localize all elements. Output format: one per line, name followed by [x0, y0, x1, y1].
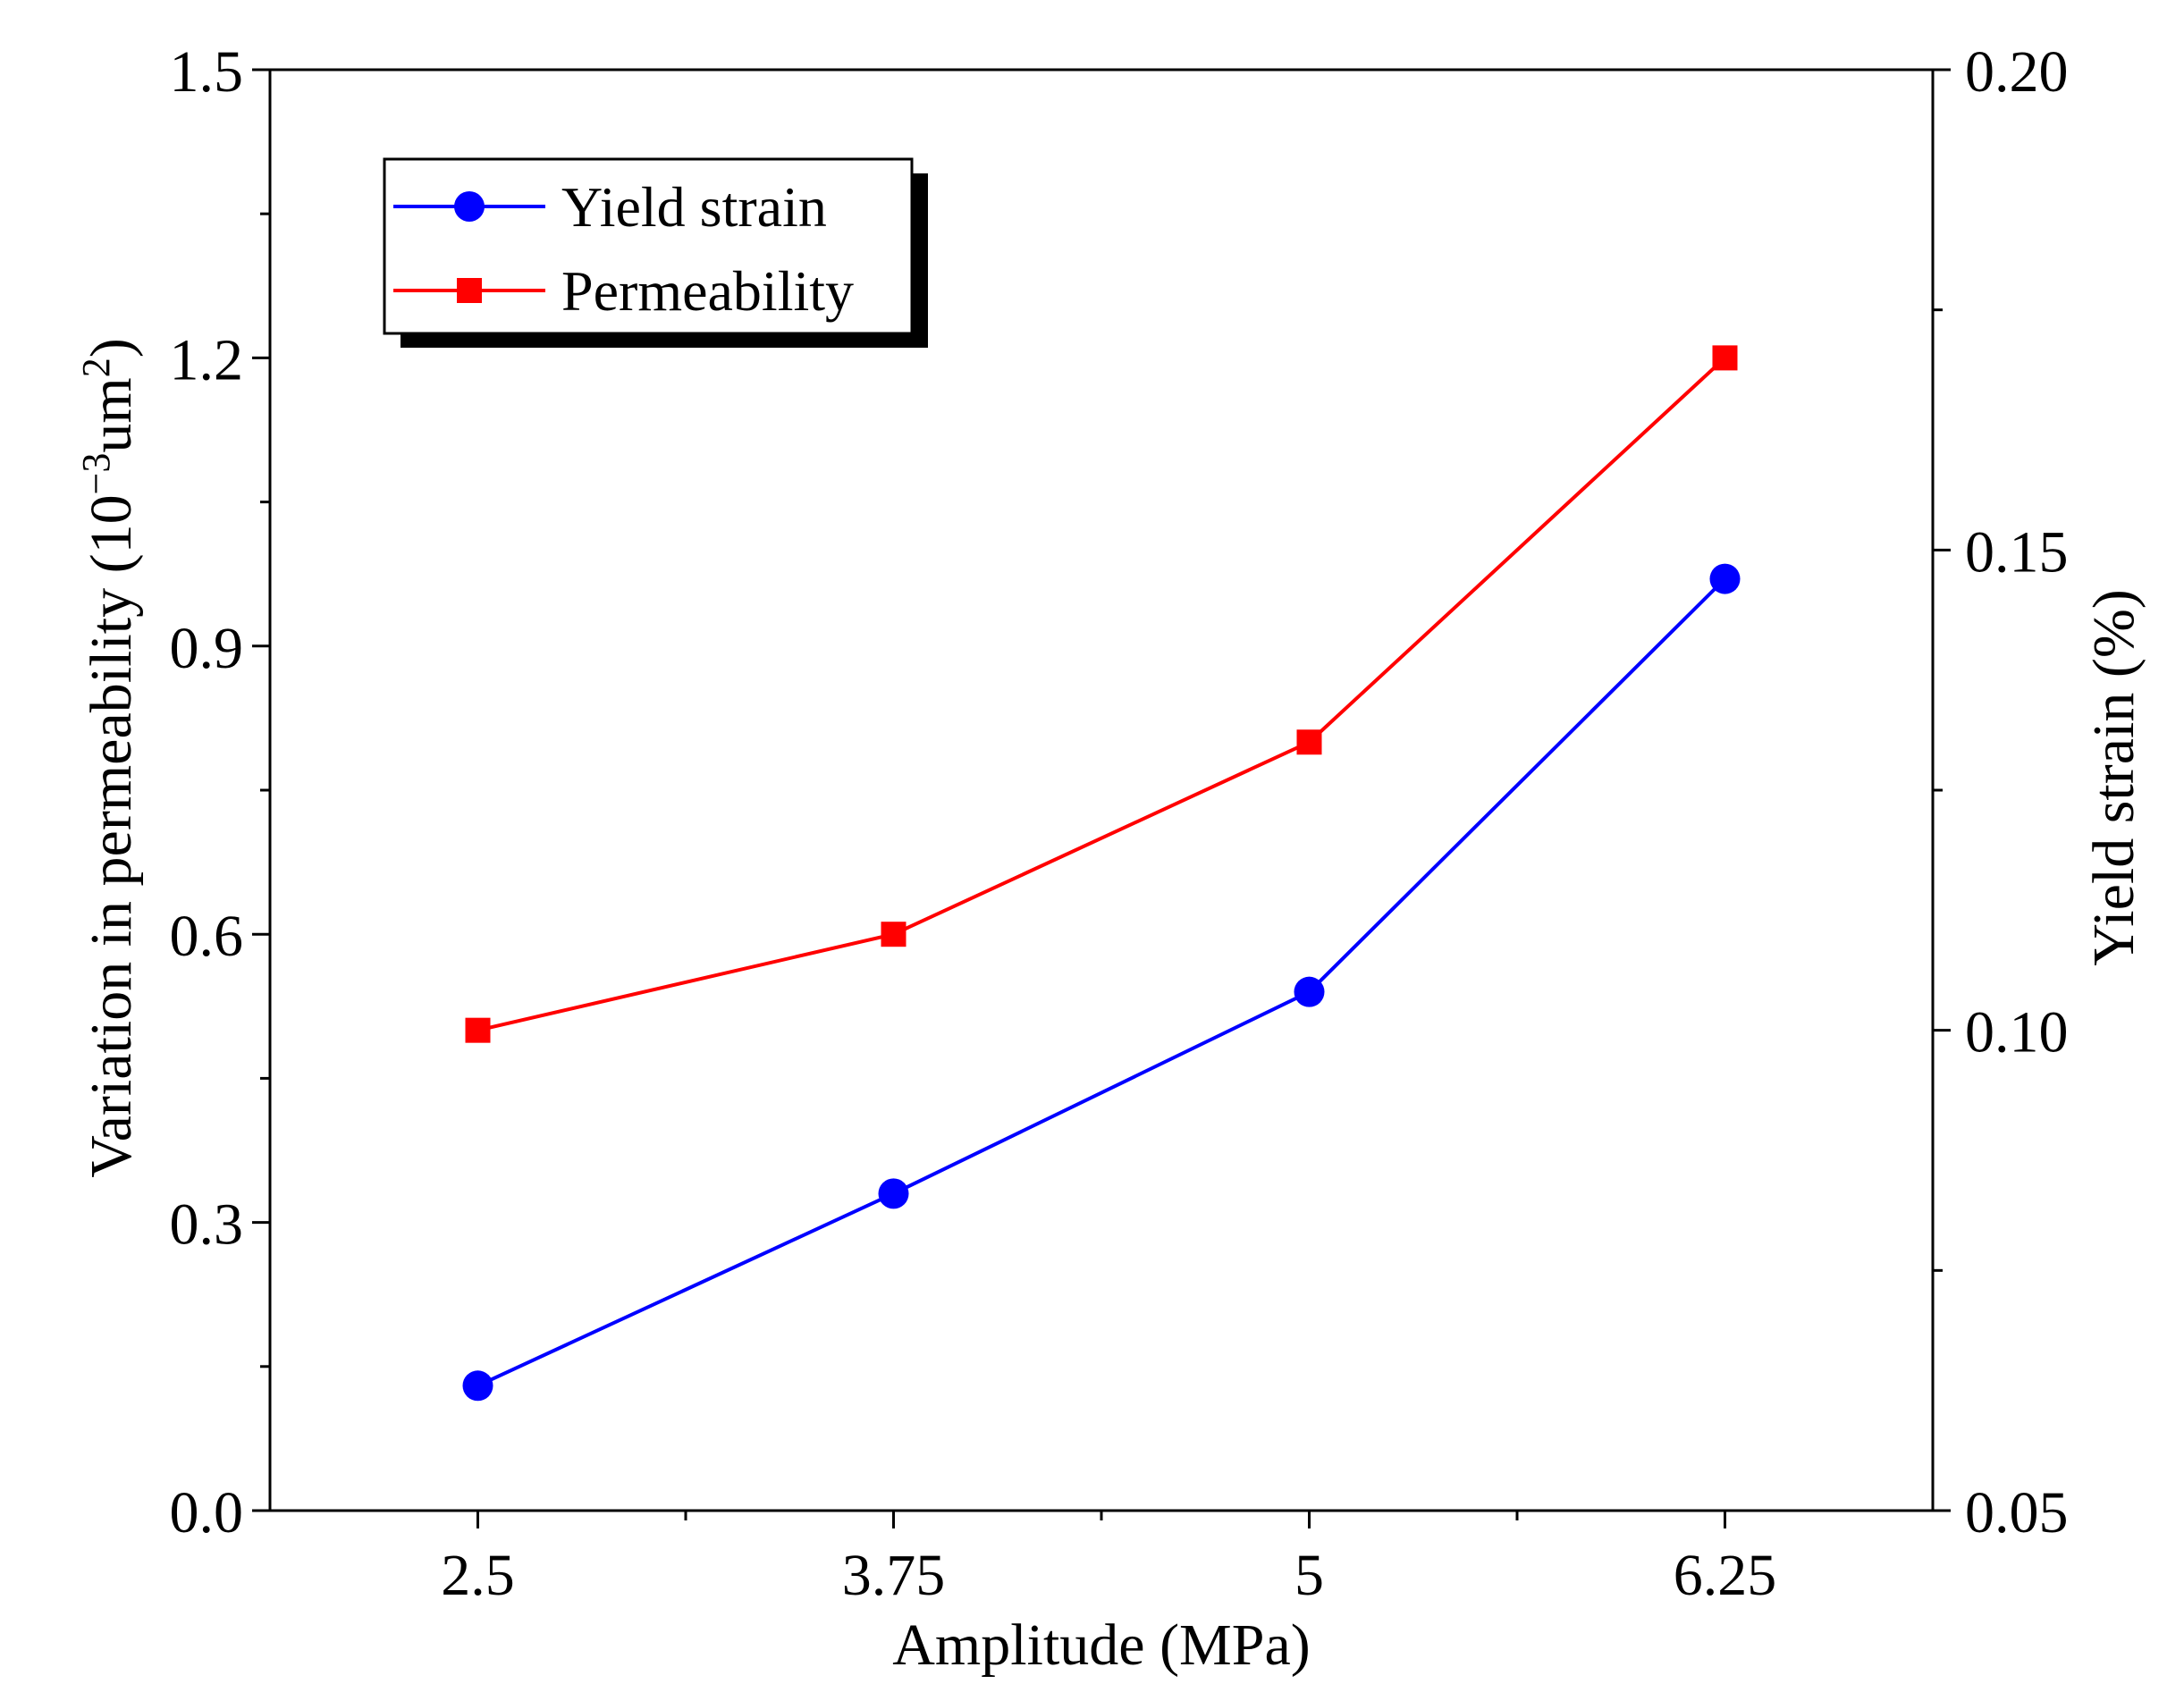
permeability-point: [1712, 345, 1738, 371]
y-left-tick-label: 0.0: [170, 1480, 244, 1545]
y-left-tick-label: 1.5: [170, 39, 244, 105]
legend-yield-strain-marker: [454, 191, 485, 222]
y-right-tick-label: 0.10: [1965, 1000, 2069, 1065]
permeability-line: [477, 356, 1726, 1032]
yield-strain-point: [1294, 976, 1325, 1007]
y-left-title-unit: um: [79, 377, 144, 452]
y-right-tick-label: 0.20: [1965, 39, 2069, 105]
y-left-tick-label: 0.9: [170, 616, 244, 681]
y-axis-right-title: Yield strain (%): [2081, 589, 2146, 966]
yield-strain-point: [878, 1178, 909, 1209]
y-right-tick-label: 0.15: [1965, 519, 2069, 585]
permeability-point: [881, 922, 906, 947]
y-axis-left-title: Variation in permeability (10−3um2): [74, 338, 144, 1177]
x-tick-label: 5: [1294, 1543, 1324, 1608]
y-left-title-close: ): [79, 338, 144, 358]
legend-permeability-label: Permeability: [561, 259, 854, 323]
permeability-point: [465, 1017, 491, 1043]
y-left-tick-label: 0.6: [170, 904, 244, 969]
x-tick-label: 2.5: [441, 1543, 515, 1608]
x-axis: 2.5 3.75 5 6.25: [441, 1511, 1776, 1608]
y-axis-left: 0.0 0.3 0.6 0.9 1.2 1.5: [170, 39, 270, 1545]
legend-box: [383, 157, 914, 335]
x-tick-label: 6.25: [1674, 1543, 1777, 1608]
y-left-tick-label: 1.2: [170, 327, 244, 392]
permeability-point: [1296, 729, 1322, 755]
x-axis-title: Amplitude (MPa): [892, 1612, 1310, 1678]
series-layer: [462, 345, 1741, 1402]
legend-permeability-marker: [457, 278, 482, 303]
yield-strain-point: [462, 1370, 493, 1402]
y-axis-right: 0.05 0.10 0.15 0.20: [1933, 39, 2069, 1545]
y-left-title-main: Variation in permeability (10: [79, 494, 144, 1177]
y-left-title-sup: −3: [74, 453, 118, 495]
y-left-title-sup2: 2: [74, 358, 118, 377]
y-left-tick-label: 0.3: [170, 1192, 244, 1258]
yield-strain-line: [476, 577, 1726, 1388]
y-right-tick-label: 0.05: [1965, 1480, 2069, 1545]
legend-yield-strain-label: Yield strain: [561, 175, 827, 239]
yield-strain-point: [1709, 563, 1741, 594]
x-tick-label: 3.75: [842, 1543, 946, 1608]
legend: Yield strain Permeability: [383, 157, 928, 348]
legend-items: Yield strain Permeability: [393, 175, 854, 323]
